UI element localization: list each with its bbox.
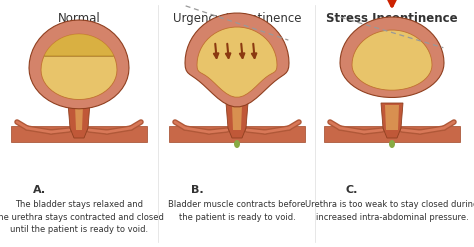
Polygon shape bbox=[75, 105, 83, 130]
Polygon shape bbox=[29, 20, 129, 109]
Polygon shape bbox=[45, 34, 113, 56]
Polygon shape bbox=[232, 105, 242, 130]
Polygon shape bbox=[324, 126, 460, 142]
Text: Stress Incontinence: Stress Incontinence bbox=[326, 12, 458, 25]
Polygon shape bbox=[11, 126, 147, 142]
Polygon shape bbox=[68, 103, 90, 138]
Text: Normal: Normal bbox=[58, 12, 100, 25]
Text: Bladder muscle contracts before
the patient is ready to void.: Bladder muscle contracts before the pati… bbox=[168, 200, 306, 222]
Polygon shape bbox=[385, 105, 399, 130]
Text: C.: C. bbox=[346, 185, 358, 195]
Polygon shape bbox=[226, 103, 248, 138]
Polygon shape bbox=[185, 13, 289, 107]
Polygon shape bbox=[41, 34, 117, 100]
Ellipse shape bbox=[234, 140, 240, 148]
Polygon shape bbox=[340, 17, 444, 98]
Polygon shape bbox=[352, 30, 432, 90]
Text: Urgency Incontinence: Urgency Incontinence bbox=[173, 12, 301, 25]
Polygon shape bbox=[197, 27, 277, 97]
Text: B.: B. bbox=[191, 185, 204, 195]
Text: The bladder stays relaxed and
the urethra stays contracted and closed
until the : The bladder stays relaxed and the urethr… bbox=[0, 200, 164, 234]
Text: A.: A. bbox=[33, 185, 46, 195]
Polygon shape bbox=[381, 103, 403, 138]
Text: Urethra is too weak to stay closed during
increased intra-abdominal pressure.: Urethra is too weak to stay closed durin… bbox=[305, 200, 474, 222]
Polygon shape bbox=[169, 126, 305, 142]
Ellipse shape bbox=[389, 140, 395, 148]
